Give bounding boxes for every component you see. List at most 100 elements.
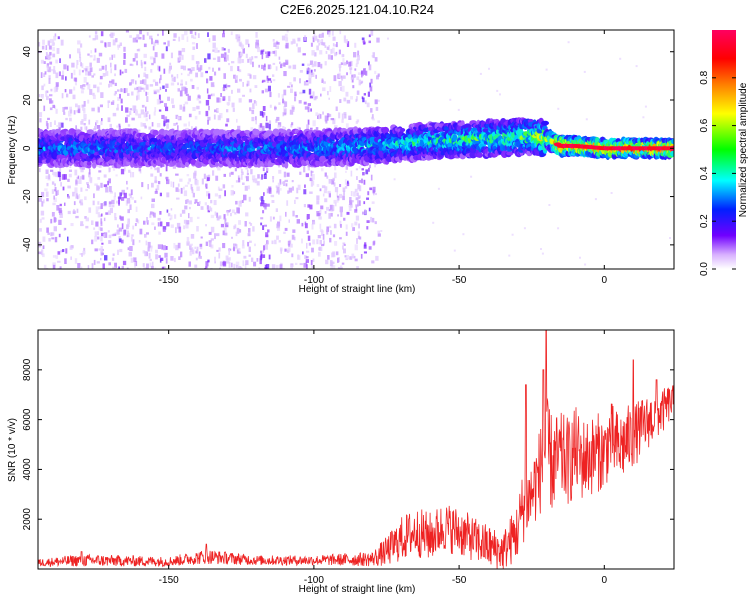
spectrogram-noise-cell — [51, 181, 55, 185]
spectrogram-noise-cell — [312, 221, 316, 225]
spectrogram-noise-cell — [197, 216, 200, 219]
spectrogram-noise-cell — [154, 52, 158, 58]
spectrogram-noise-cell — [266, 203, 270, 207]
spectrogram-noise-cell — [91, 239, 94, 245]
spectrogram-noise-cell — [53, 264, 56, 269]
spectrogram-noise-cell — [343, 37, 346, 42]
spectrogram-noise-cell — [361, 178, 363, 184]
spectrogram-noise-cell — [207, 119, 209, 125]
spectrogram-noise-cell — [351, 223, 354, 228]
spectrogram-noise-cell — [249, 107, 252, 112]
spectrogram-noise-cell — [127, 230, 129, 235]
spectrogram-noise-cell — [196, 246, 199, 252]
spectrogram-noise-cell — [361, 96, 364, 100]
spectrogram-noise-cell — [42, 253, 45, 258]
spectrogram-noise-cell — [114, 217, 117, 221]
spectrogram-noise-cell — [46, 95, 49, 101]
spectrogram-noise-cell — [45, 175, 48, 179]
spectrogram-noise-cell — [310, 69, 313, 75]
spectrogram-noise-cell — [370, 108, 373, 113]
spectrogram-noise-cell — [310, 42, 313, 47]
spectrogram-noise-cell — [304, 35, 307, 41]
spectrogram-noise-cell — [311, 72, 315, 77]
spectrogram-noise-cell — [150, 163, 153, 170]
spectrogram-noise-cell — [264, 264, 267, 269]
spectrogram-noise-cell — [207, 32, 209, 37]
spectrogram-noise-cell — [349, 256, 353, 260]
spectrogram-noise-cell — [159, 221, 163, 227]
spectrogram-noise-cell — [304, 184, 306, 188]
spectrogram-noise-cell — [142, 34, 145, 40]
spectrogram-noise-cell — [270, 65, 272, 69]
spectrogram-noise-cell — [305, 83, 309, 86]
spectrogram-noise-cell — [249, 240, 252, 243]
spectrogram-noise-cell — [286, 172, 290, 177]
spectrogram-noise-cell — [462, 233, 465, 236]
spectrogram-noise-cell — [145, 92, 149, 95]
spectrogram-noise-cell — [108, 178, 111, 184]
spectrogram-noise-cell — [47, 65, 49, 70]
spectrogram-noise-cell — [173, 123, 177, 126]
spectrogram-noise-cell — [335, 106, 338, 111]
spectrogram-noise-cell — [119, 42, 122, 46]
spectrogram-noise-cell — [55, 108, 58, 114]
spectrogram-noise-cell — [206, 205, 209, 210]
spectrogram-noise-cell — [67, 195, 70, 199]
spectrogram-noise-cell — [84, 196, 87, 201]
spectrogram-noise-cell — [43, 199, 45, 204]
spectrogram-noise-cell — [113, 93, 117, 96]
spectrogram-noise-cell — [95, 122, 97, 126]
spectrogram-noise-cell — [644, 105, 647, 108]
spectrogram-noise-cell — [312, 239, 316, 245]
spectrogram-noise-cell — [80, 224, 84, 227]
spectrogram-noise-cell — [368, 61, 370, 66]
spectrogram-noise-cell — [302, 89, 306, 94]
spectrogram-noise-cell — [320, 93, 322, 97]
spectrogram-noise-cell — [326, 116, 329, 121]
spectrogram-noise-cell — [77, 105, 81, 109]
spectrogram-noise-cell — [244, 264, 247, 269]
spectrogram-noise-cell — [343, 243, 346, 246]
spectrogram-noise-cell — [341, 85, 345, 92]
spectrogram-noise-cell — [297, 184, 301, 191]
spectrogram-noise-cell — [154, 226, 156, 230]
spectrogram-noise-cell — [64, 227, 67, 231]
spectrogram-noise-cell — [41, 85, 44, 91]
spectrogram-noise-cell — [51, 237, 55, 240]
spectrogram-noise-cell — [45, 90, 48, 97]
spectrogram-noise-cell — [112, 39, 116, 46]
spectrogram-noise-cell — [224, 190, 226, 197]
spectrogram-noise-cell — [261, 200, 265, 205]
spectrogram-noise-cell — [56, 205, 60, 211]
spectrogram-noise-cell — [242, 82, 244, 87]
spectrogram-noise-cell — [59, 203, 62, 207]
spectrogram-noise-cell — [197, 62, 200, 65]
spectrogram-ridge-cell — [382, 126, 390, 134]
spectrogram-noise-cell — [349, 197, 352, 203]
spectrogram-noise-cell — [53, 195, 55, 200]
spectrogram-ridge-cell — [400, 128, 406, 132]
spectrogram-noise-cell — [153, 41, 156, 47]
spectrogram-noise-cell — [176, 222, 181, 229]
spectrogram-noise-cell — [292, 229, 296, 233]
spectrogram-noise-cell — [267, 64, 271, 70]
spectrogram-noise-cell — [222, 98, 225, 101]
spectrogram-noise-cell — [313, 35, 318, 41]
spectrogram-noise-cell — [126, 114, 130, 117]
spectrogram-noise-cell — [361, 37, 365, 41]
spectrogram-noise-cell — [245, 260, 249, 266]
spectrogram-noise-cell — [208, 242, 212, 247]
spectrogram-noise-cell — [377, 99, 380, 102]
spectrogram-noise-cell — [311, 223, 314, 230]
spectrogram-noise-cell — [281, 181, 286, 185]
spectrogram-noise-cell — [51, 43, 55, 47]
spectrogram-noise-cell — [252, 178, 255, 183]
spectrogram-noise-cell — [340, 86, 342, 91]
spectrogram-noise-cell — [108, 201, 112, 205]
spectrogram-noise-cell — [146, 251, 148, 257]
spectrogram-noise-cell — [208, 206, 211, 211]
spectrogram-noise-cell — [53, 66, 56, 72]
spectrogram-noise-cell — [141, 104, 145, 108]
spectrogram-noise-cell — [294, 96, 297, 102]
spectrogram-noise-cell — [109, 207, 113, 214]
